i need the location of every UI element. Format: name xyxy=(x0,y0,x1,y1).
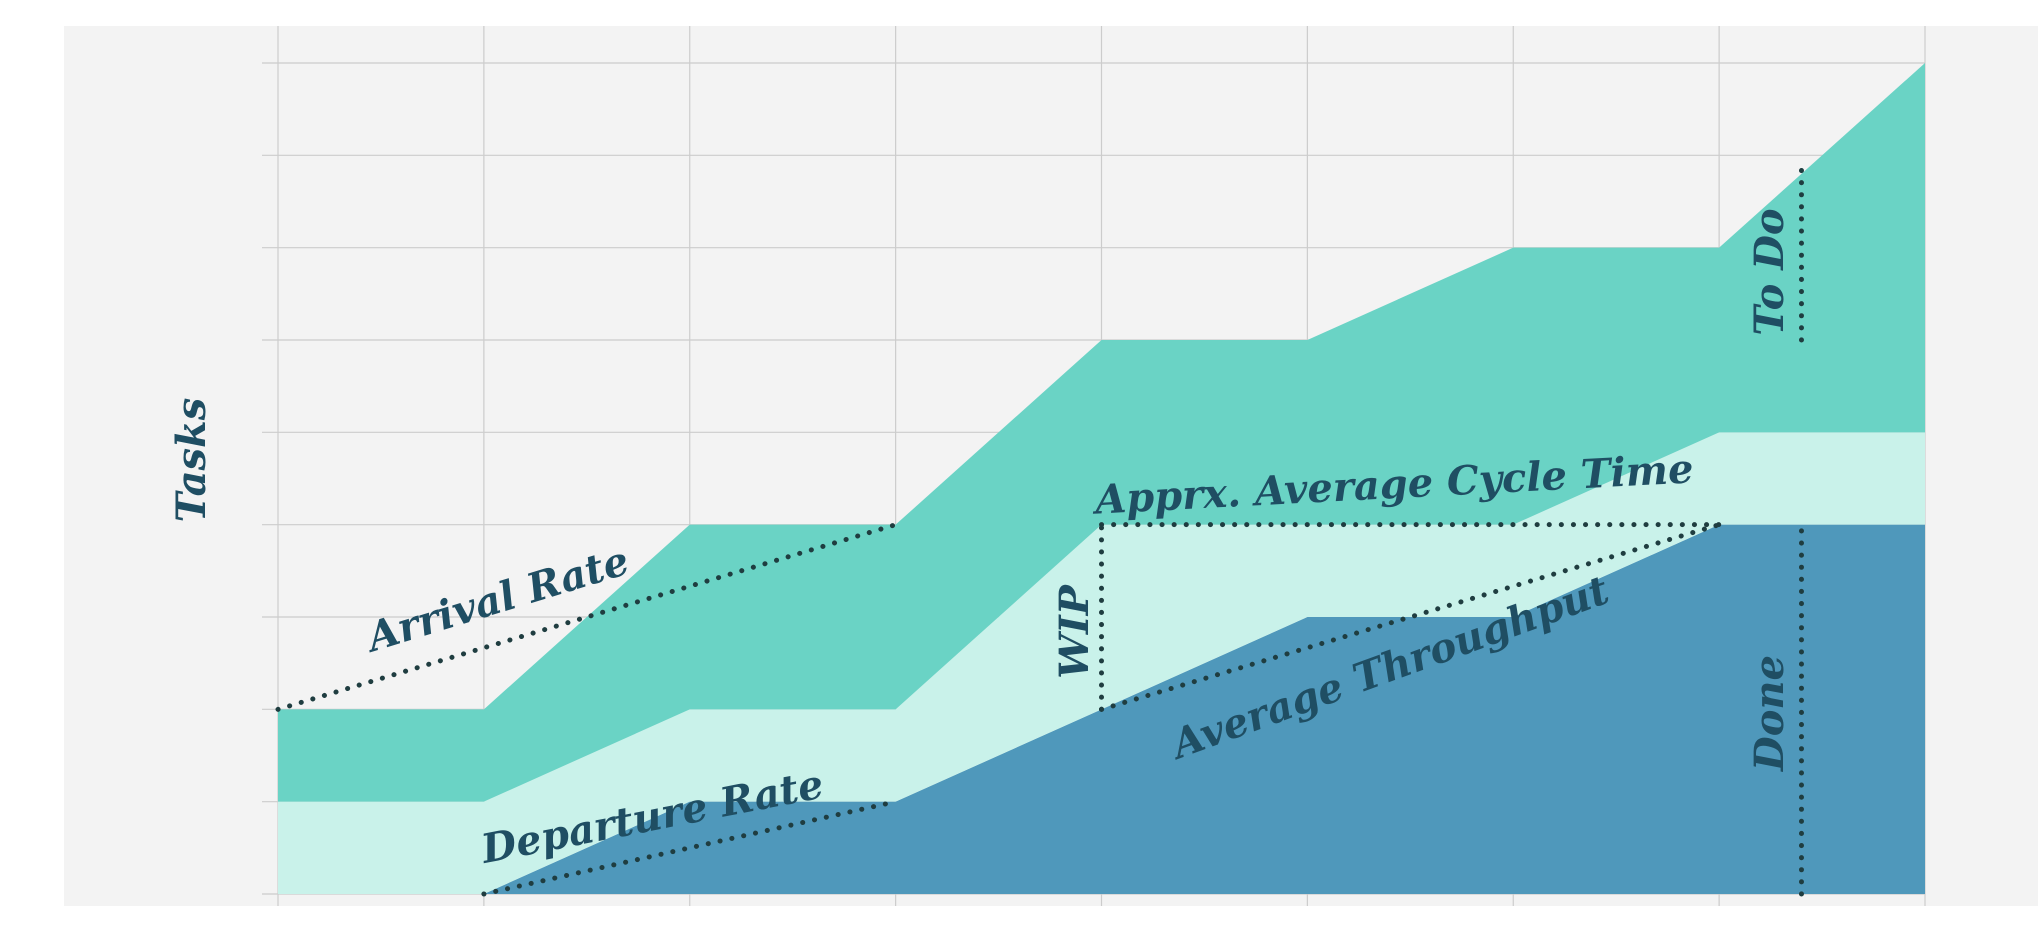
done-label: Done xyxy=(1746,655,1793,772)
arrival-rate-line xyxy=(275,522,899,712)
departure-rate-line xyxy=(481,799,899,897)
throughput-line xyxy=(1099,522,1722,712)
wip-label: WIP xyxy=(1051,583,1098,679)
area-to-do xyxy=(278,63,1925,802)
todo-label: To Do xyxy=(1746,208,1793,335)
annotation-guides xyxy=(275,166,1804,897)
y-axis-label: Tasks xyxy=(168,398,215,523)
